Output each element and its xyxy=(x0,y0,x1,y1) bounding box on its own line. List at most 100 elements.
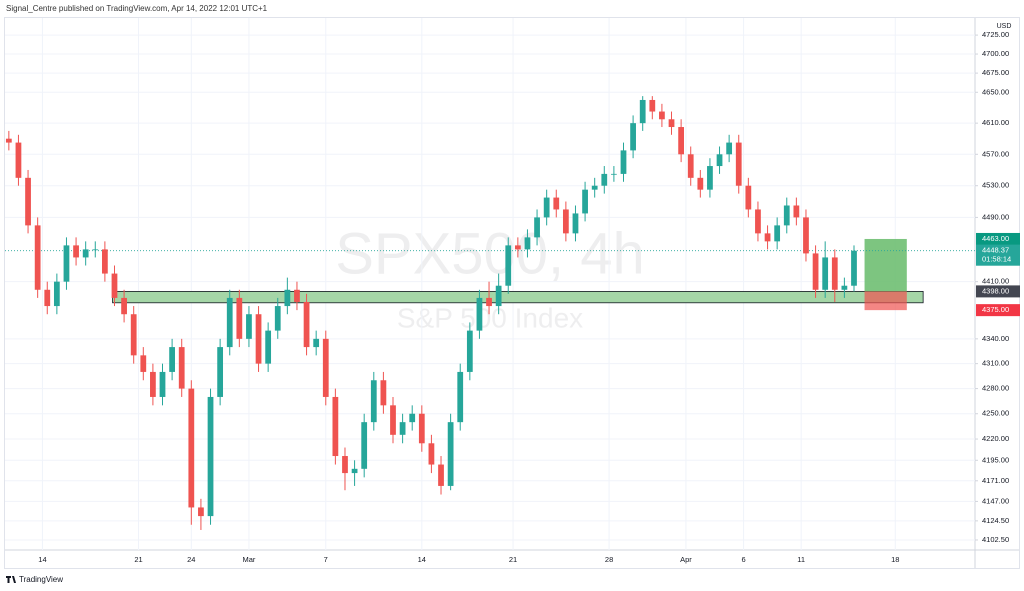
y-tick-label: 4147.00 xyxy=(982,496,1009,505)
footer-logo xyxy=(6,576,16,583)
candle-body xyxy=(178,347,185,389)
candle-body xyxy=(457,371,464,423)
y-tick-label: 4610.00 xyxy=(982,118,1009,127)
candle-body xyxy=(812,253,819,290)
candle-body xyxy=(361,422,368,469)
candle-body xyxy=(63,245,70,282)
x-tick-label: 21 xyxy=(134,555,142,564)
header: Signal_Centre published on TradingView.c… xyxy=(6,4,268,13)
candle-body xyxy=(591,185,598,190)
candle-body xyxy=(745,185,752,210)
candle-body xyxy=(313,338,320,348)
candle-body xyxy=(783,205,790,226)
candle-body xyxy=(140,355,147,372)
last-price-label: 4448.37 xyxy=(982,246,1009,255)
candle-body xyxy=(735,142,742,186)
price-label: 4463.00 xyxy=(982,234,1009,243)
candle-body xyxy=(678,127,684,155)
profit-area xyxy=(864,238,907,292)
candle-body xyxy=(524,237,531,250)
candle-body xyxy=(668,119,675,128)
candle-body xyxy=(34,225,41,290)
candle-body xyxy=(150,371,156,397)
x-tick-label: 24 xyxy=(187,555,195,564)
y-tick-label: 4195.00 xyxy=(982,455,1009,464)
candle-body xyxy=(764,233,771,242)
candle-body xyxy=(188,388,195,508)
candle-body xyxy=(342,456,348,474)
candle-body xyxy=(25,177,31,226)
x-tick-label: 28 xyxy=(605,555,613,564)
candle-body xyxy=(226,297,233,348)
candle-body xyxy=(582,189,588,214)
candle-body xyxy=(447,422,454,486)
candle-body xyxy=(198,507,204,517)
candle-body xyxy=(255,314,262,364)
candle-body xyxy=(851,250,857,286)
x-tick-label: 11 xyxy=(797,555,805,564)
loss-area xyxy=(864,291,907,311)
y-tick-label: 4675.00 xyxy=(982,68,1009,77)
candle-body xyxy=(82,249,89,258)
candle-body xyxy=(630,123,636,151)
candle-body xyxy=(803,217,809,254)
candle-body xyxy=(505,245,512,286)
price-label-box xyxy=(976,304,1020,317)
candle-body xyxy=(841,285,848,290)
candle-body xyxy=(322,338,329,397)
candle-body xyxy=(822,257,829,290)
candle-body xyxy=(53,281,60,307)
candle-body xyxy=(332,396,339,457)
candle-body xyxy=(399,422,406,435)
watermark-title: SPX500, 4h xyxy=(335,221,645,286)
y-tick-label: 4490.00 xyxy=(982,212,1009,221)
candle-body xyxy=(390,405,396,435)
candle-body xyxy=(169,347,175,372)
price-label-box xyxy=(976,232,1020,245)
support-zone xyxy=(112,290,924,304)
x-tick-label: 7 xyxy=(324,555,328,564)
candle-body xyxy=(92,249,99,251)
candle-body xyxy=(5,138,12,143)
candle-body xyxy=(121,297,127,315)
candle-body xyxy=(543,197,550,218)
candle-body xyxy=(553,197,560,210)
candle-body xyxy=(102,249,108,274)
y-tick-label: 4410.00 xyxy=(982,277,1009,286)
candle-body xyxy=(438,464,444,486)
candle-body xyxy=(831,257,838,290)
watermark-subtitle: S&P 500 Index xyxy=(397,302,583,333)
footer-brand: TradingView xyxy=(19,575,63,584)
y-tick-label: 4124.50 xyxy=(982,516,1009,525)
candle-body xyxy=(601,173,608,186)
x-tick-label: Mar xyxy=(242,555,255,564)
candle-body xyxy=(44,289,51,307)
candle-body xyxy=(486,297,492,307)
y-tick-label: 4570.00 xyxy=(982,149,1009,158)
candle-body xyxy=(236,297,243,339)
y-tick-label: 4530.00 xyxy=(982,181,1009,190)
candle-body xyxy=(562,209,569,234)
candle-body xyxy=(707,166,713,190)
candle-body xyxy=(73,245,79,258)
candle-body xyxy=(649,99,656,112)
y-tick-label: 4340.00 xyxy=(982,334,1009,343)
candle-body xyxy=(611,173,617,175)
candle-body xyxy=(534,217,540,238)
y-tick-label: 4310.00 xyxy=(982,359,1009,368)
price-label-box xyxy=(976,285,1020,298)
candle-body xyxy=(274,306,281,331)
candle-body xyxy=(697,177,704,190)
candle-body xyxy=(246,314,252,339)
candle-body xyxy=(111,273,118,298)
y-tick-label: 4650.00 xyxy=(982,87,1009,96)
candle-body xyxy=(418,413,425,444)
y-tick-label: 4102.50 xyxy=(982,535,1009,544)
price-label: 4398.00 xyxy=(982,286,1009,295)
y-tick-label: 4171.00 xyxy=(982,476,1009,485)
candle-body xyxy=(495,285,502,307)
candle-body xyxy=(370,380,377,423)
candle-body xyxy=(620,150,627,174)
candle-body xyxy=(409,413,416,423)
price-label: 4375.00 xyxy=(982,305,1009,314)
